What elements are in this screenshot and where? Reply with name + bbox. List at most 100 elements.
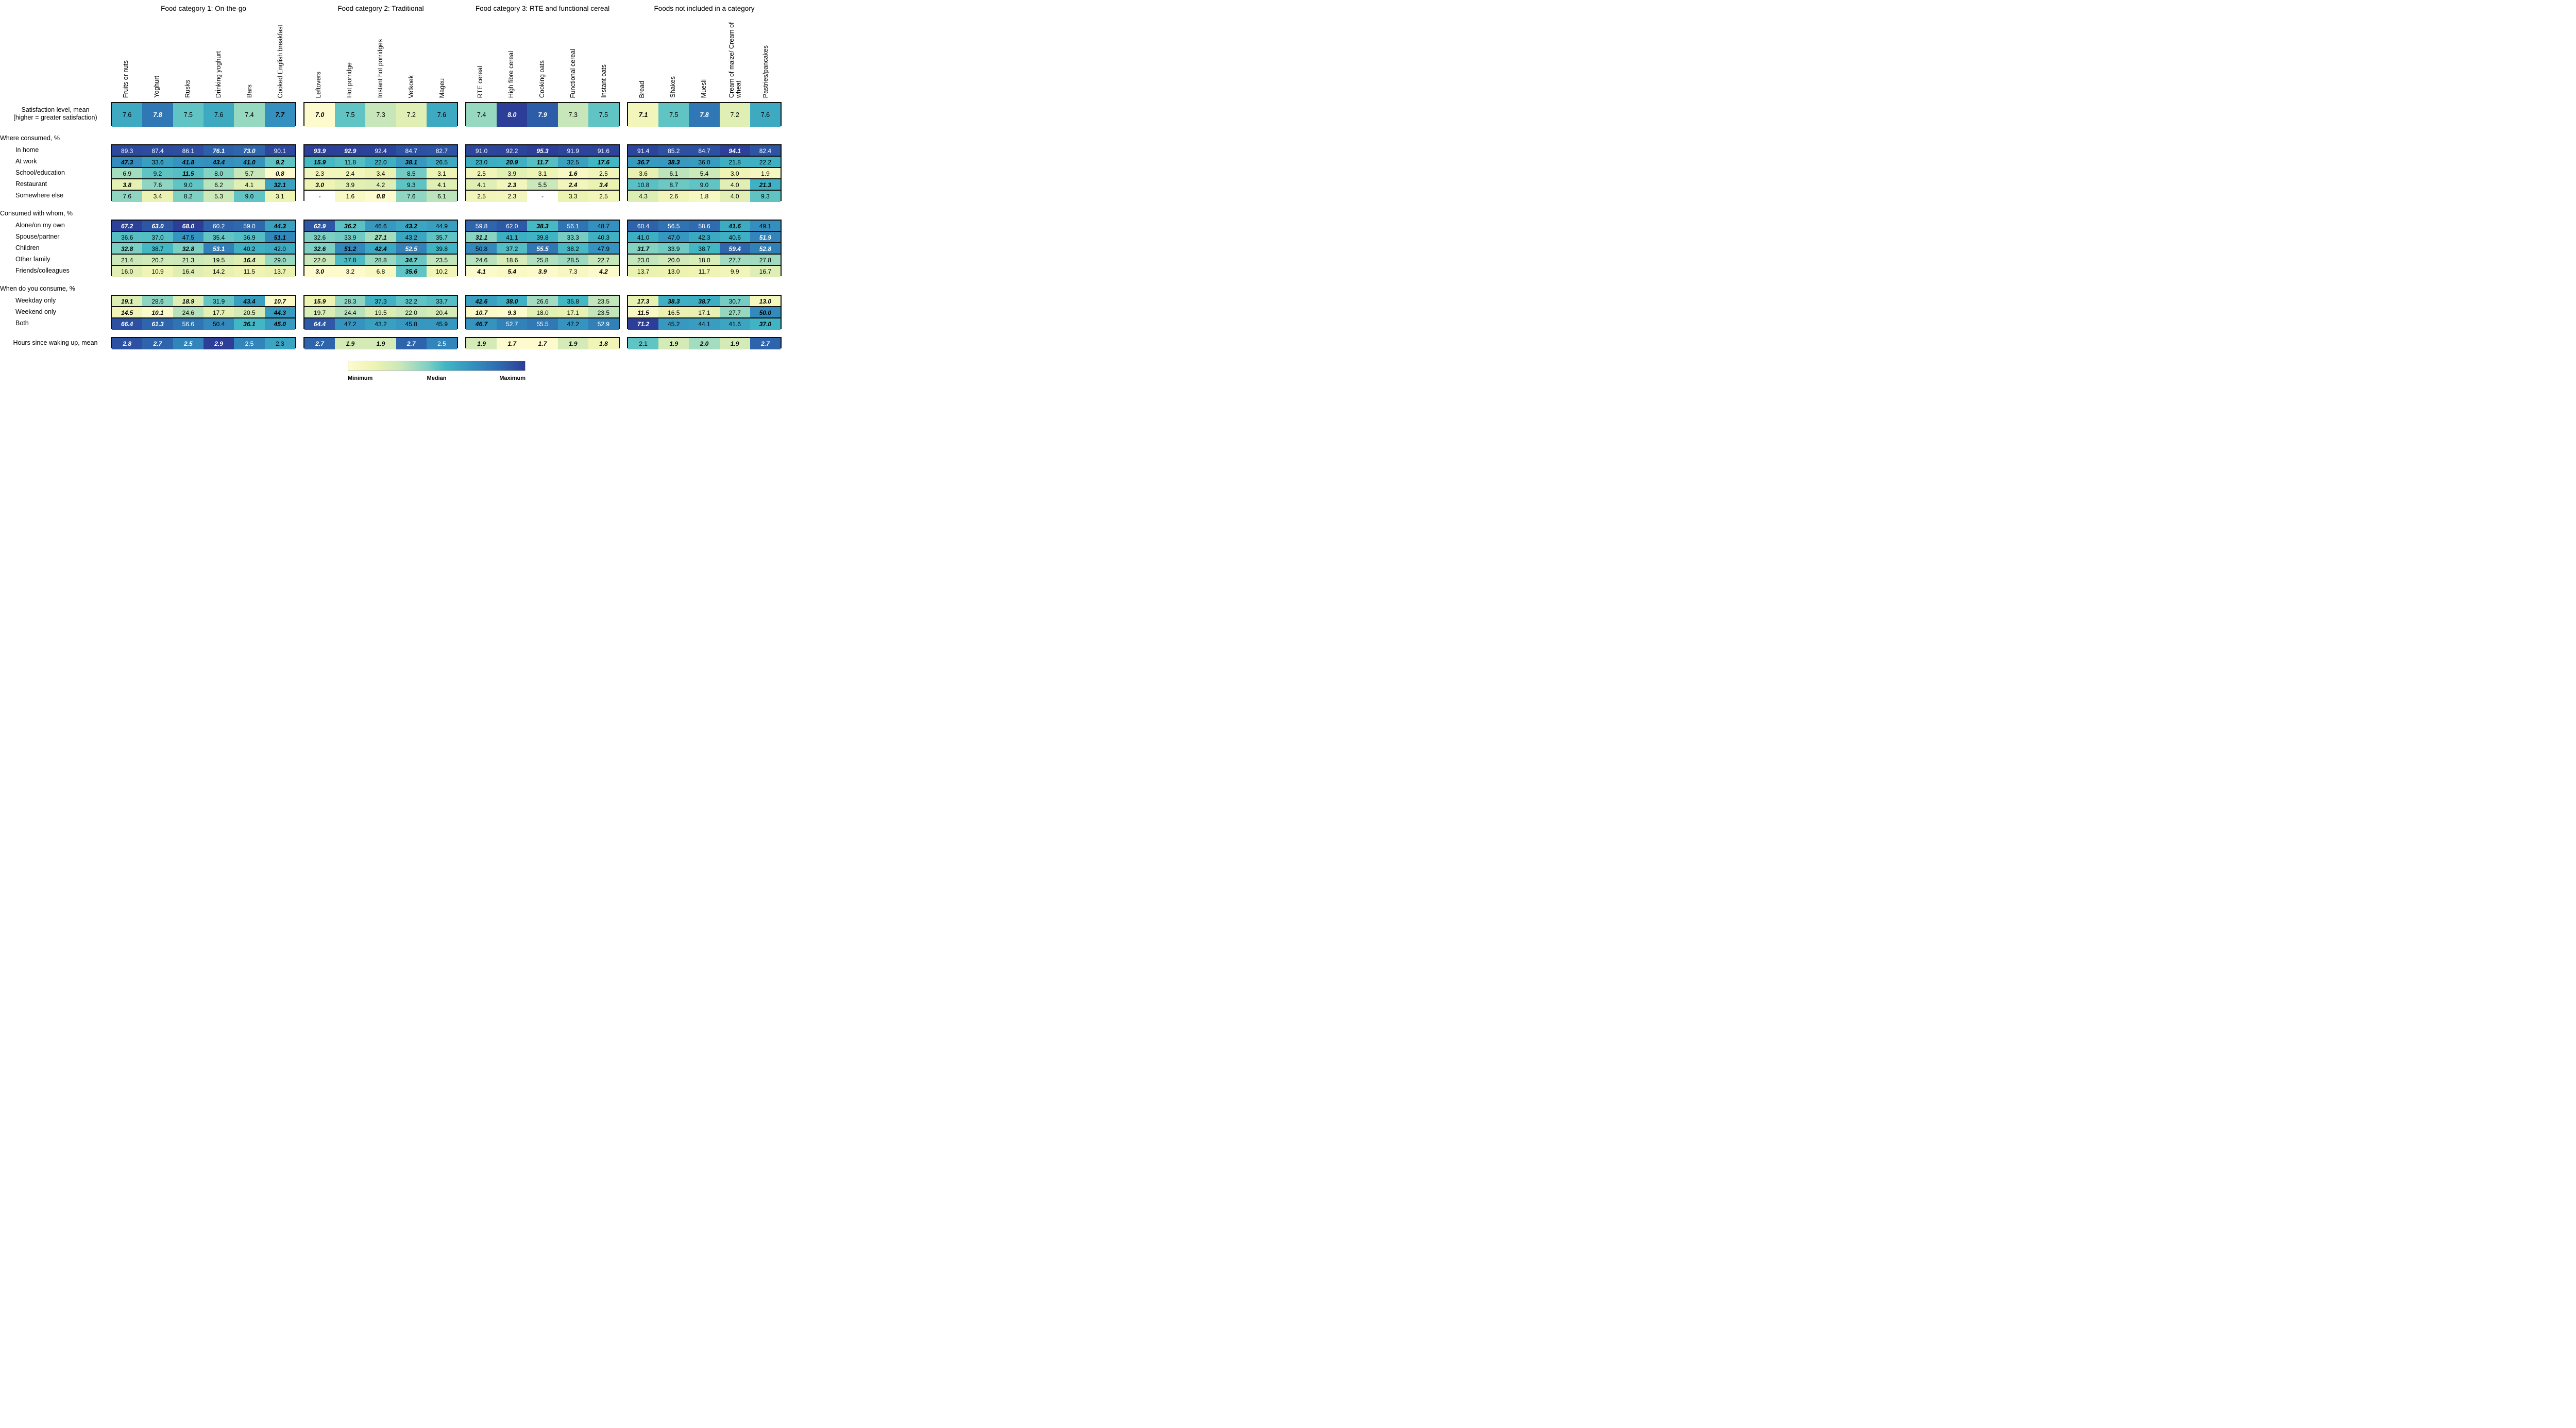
- heatmap-cell: 7.4: [466, 103, 497, 127]
- heatmap-cell: 73.0: [234, 145, 265, 157]
- heatmap-cell: 60.2: [203, 221, 234, 232]
- heatmap-cell: 18.6: [497, 255, 528, 266]
- heatmap-block: 4.1 2.3 5.5 2.4 3.4: [465, 178, 620, 191]
- block-gap: [458, 3, 465, 16]
- heatmap-cell: 52.7: [497, 318, 528, 330]
- block-gap: [620, 16, 627, 98]
- heatmap-cell: 20.9: [497, 157, 528, 168]
- heatmap-block: 2.5 2.3-3.3 2.5: [465, 190, 620, 202]
- row-label: Weekday only: [15, 297, 56, 304]
- heatmap-cell: 41.0: [628, 232, 659, 243]
- column-header: Pastries/pancakes: [762, 45, 770, 98]
- block-gap: [620, 231, 627, 242]
- heatmap-cell: 10.2: [426, 266, 457, 277]
- heatmap-cell: 42.3: [689, 232, 720, 243]
- heatmap-cell: 2.1: [628, 338, 659, 349]
- block-gap: [458, 102, 465, 126]
- block-gap: [296, 231, 303, 242]
- heatmap-block: 17.3 38.3 38.7 30.7 13.0: [627, 295, 782, 307]
- heatmap-cell: 3.1: [527, 168, 558, 179]
- heatmap-block: 10.8 8.7 9.0 4.0 21.3: [627, 178, 782, 191]
- heatmap-cell: 3.1: [264, 191, 295, 202]
- heatmap-cell: 50.0: [750, 307, 781, 318]
- column-header: Instant hot porridges: [377, 39, 384, 98]
- heatmap-cell: 41.6: [719, 318, 750, 330]
- heatmap-cell: 91.0: [466, 145, 497, 157]
- block-gap: [296, 306, 303, 317]
- heatmap-cell: 1.9: [335, 338, 366, 349]
- heatmap-cell: 10.7: [264, 296, 295, 307]
- heatmap-cell: 5.5: [527, 179, 558, 191]
- heatmap-cell: 41.1: [497, 232, 528, 243]
- heatmap-cell: 33.9: [335, 232, 366, 243]
- section-title: Where consumed, %: [0, 135, 60, 142]
- heatmap-cell: 14.2: [203, 266, 234, 277]
- heatmap-cell: 2.5: [588, 191, 619, 202]
- legend-median-label: Median: [427, 375, 447, 381]
- heatmap-block: 7.4 8.0 7.9 7.3 7.5: [465, 102, 620, 127]
- heatmap-block: 93.9 92.9 92.4 84.7 82.7: [303, 144, 458, 157]
- heatmap-cell: 23.0: [628, 255, 659, 266]
- block-gap: [296, 3, 303, 16]
- heatmap-cell: 16.4: [234, 255, 265, 266]
- heatmap-cell: 39.8: [527, 232, 558, 243]
- heatmap-cell: 9.9: [719, 266, 750, 277]
- heatmap-cell: 2.5: [466, 168, 497, 179]
- heatmap-cell: 41.6: [719, 221, 750, 232]
- heatmap-cell: 4.0: [719, 179, 750, 191]
- row-label: Spouse/partner: [15, 233, 60, 240]
- heatmap-cell: 2.6: [658, 191, 689, 202]
- block-gap: [296, 337, 303, 348]
- heatmap-cell: 4.2: [365, 179, 396, 191]
- heatmap-cell: 9.0: [173, 179, 204, 191]
- heatmap-cell: 7.0: [304, 103, 335, 127]
- heatmap-block: 15.9 28.3 37.3 32.2 33.7: [303, 295, 458, 307]
- heatmap-block: 4.1 5.4 3.9 7.3 4.2: [465, 265, 620, 277]
- heatmap-block: 2.1 1.9 2.0 1.9 2.7: [627, 337, 782, 349]
- row-label: Restaurant: [15, 180, 47, 188]
- column-header: Fruits or nuts: [122, 60, 130, 98]
- heatmap-cell: 40.6: [719, 232, 750, 243]
- heatmap-cell: 8.2: [173, 191, 204, 202]
- row-label: At work: [15, 158, 37, 165]
- row-label: School/education: [15, 169, 65, 176]
- heatmap-cell: 43.4: [234, 296, 265, 307]
- heatmap-cell: 2.7: [304, 338, 335, 349]
- heatmap-cell: 8.7: [658, 179, 689, 191]
- row-label: Friends/colleagues: [15, 267, 70, 274]
- heatmap-cell: 61.3: [142, 318, 173, 330]
- heatmap-cell: 6.9: [112, 168, 143, 179]
- heatmap-cell: 7.6: [203, 103, 234, 127]
- heatmap-cell: 6.2: [203, 179, 234, 191]
- heatmap-cell: 2.5: [588, 168, 619, 179]
- heatmap-cell: 27.8: [750, 255, 781, 266]
- section-title: Consumed with whom, %: [0, 210, 73, 217]
- heatmap-cell: 38.7: [689, 243, 720, 255]
- heatmap-cell: 44.3: [264, 221, 295, 232]
- heatmap-cell: 7.6: [112, 191, 143, 202]
- block-gap: [620, 265, 627, 276]
- heatmap-cell: 23.5: [588, 296, 619, 307]
- heatmap-cell: 8.0: [203, 168, 234, 179]
- heatmap-cell: 22.0: [304, 255, 335, 266]
- heatmap-cell: 32.8: [112, 243, 143, 255]
- heatmap-cell: 91.9: [557, 145, 588, 157]
- heatmap-cell: 24.6: [466, 255, 497, 266]
- heatmap-cell: 2.7: [142, 338, 173, 349]
- heatmap-block: 59.8 62.0 38.3 56.1 48.7: [465, 220, 620, 232]
- heatmap-cell: 55.5: [527, 318, 558, 330]
- heatmap-cell: 11.5: [234, 266, 265, 277]
- heatmap-cell: 43.2: [396, 232, 427, 243]
- heatmap-block: 1.9 1.7 1.7 1.9 1.8: [465, 337, 620, 349]
- heatmap-cell: 86.1: [173, 145, 204, 157]
- heatmap-block: 2.8 2.7 2.5 2.9 2.5 2.3: [111, 337, 296, 349]
- heatmap-block: 2.3 2.4 3.4 8.5 3.1: [303, 167, 458, 179]
- heatmap-block: 7.6 3.4 8.2 5.3 9.0 3.1: [111, 190, 296, 202]
- heatmap-cell: 16.5: [658, 307, 689, 318]
- heatmap-cell: 59.8: [466, 221, 497, 232]
- heatmap-cell: 2.8: [112, 338, 143, 349]
- block-gap: [458, 317, 465, 329]
- heatmap-cell: 21.4: [112, 255, 143, 266]
- heatmap-cell: 59.0: [234, 221, 265, 232]
- heatmap-cell: 92.9: [335, 145, 366, 157]
